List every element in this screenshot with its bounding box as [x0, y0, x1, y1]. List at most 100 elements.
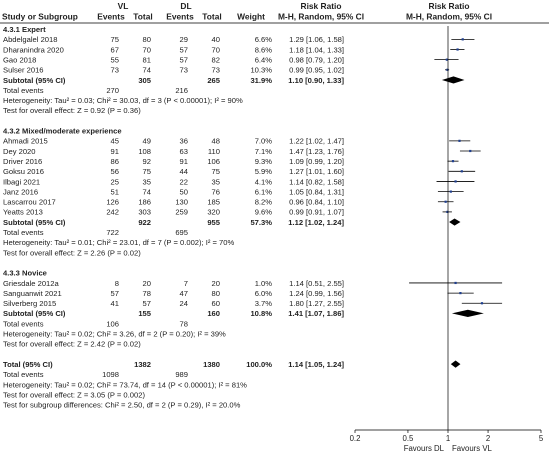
vl-events-total: 106 — [106, 319, 119, 328]
study-point-square — [446, 68, 449, 71]
dl-events: 130 — [175, 198, 188, 207]
vl-events: 51 — [111, 187, 119, 196]
dl-events: 44 — [180, 167, 188, 176]
study-weight: 3.7% — [255, 299, 273, 308]
study-point-square — [458, 139, 461, 142]
dl-total: 82 — [212, 55, 220, 64]
vl-total: 305 — [138, 76, 151, 85]
dl-events: 7 — [184, 279, 188, 288]
dl-events: 29 — [180, 35, 188, 44]
favours-dl-label: Favours DL — [404, 444, 445, 453]
vl-events: 41 — [111, 299, 119, 308]
dl-events: 22 — [180, 177, 188, 186]
dl-events: 91 — [180, 157, 188, 166]
total-events-label: Total events — [3, 86, 44, 95]
subtotal-label: Subtotal (95% CI) — [3, 218, 66, 227]
plot-area — [409, 26, 503, 430]
study-weight: 9.6% — [255, 208, 273, 217]
study-name: Griesdale 2012a — [3, 279, 60, 288]
study-point-square — [456, 48, 459, 51]
pooled-estimate-diamond — [449, 218, 461, 226]
dl-total: 70 — [212, 45, 220, 54]
x-axis-tick-label: 0.5 — [403, 434, 415, 443]
risk-ratio-ci: 1.14 [0.51, 2.55] — [289, 279, 344, 288]
dl-events-total: 216 — [175, 86, 188, 95]
vl-events: 242 — [106, 208, 119, 217]
dl-events: 259 — [175, 208, 188, 217]
dl-events-total: 78 — [180, 319, 188, 328]
dl-events: 24 — [180, 299, 188, 308]
risk-ratio-ci: 1.14 [0.82, 1.58] — [289, 177, 344, 186]
vl-events-total: 270 — [106, 86, 119, 95]
statistics-note: Test for overall effect: Z = 2.42 (P = 0… — [3, 340, 141, 349]
study-name: Ahmadi 2015 — [3, 137, 48, 146]
x-axis-tick-label: 1 — [446, 434, 450, 443]
vl-events: 56 — [111, 167, 119, 176]
subtotal-weight: 31.9% — [250, 76, 272, 85]
study-weight: 6.1% — [255, 187, 273, 196]
study-point-square — [461, 38, 464, 41]
vl-events: 55 — [111, 55, 119, 64]
study-weight: 6.0% — [255, 289, 273, 298]
study-name: Sanguanwit 2021 — [3, 289, 62, 298]
study-weight: 7.1% — [255, 147, 273, 156]
risk-ratio-ci: 0.98 [0.79, 1.20] — [289, 55, 344, 64]
risk-ratio-ci: 1.05 [0.84, 1.31] — [289, 187, 344, 196]
dl-events-total: 695 — [175, 228, 188, 237]
header-events-dl: Events — [166, 12, 194, 22]
study-point-square — [451, 160, 455, 163]
vl-total: 35 — [143, 177, 151, 186]
dl-total: 320 — [207, 208, 220, 217]
dl-total: 35 — [212, 177, 220, 186]
study-weight: 7.0% — [255, 137, 273, 146]
dl-total: 265 — [207, 76, 220, 85]
subtotal-weight: 57.3% — [250, 218, 272, 227]
study-weight: 6.6% — [255, 35, 273, 44]
study-weight: 5.9% — [255, 167, 273, 176]
header-weight: Weight — [237, 12, 265, 22]
vl-events: 75 — [111, 35, 119, 44]
dl-events-total: 989 — [175, 370, 188, 379]
vl-total: 80 — [143, 35, 151, 44]
subtotal-label: Total (95% CI) — [3, 360, 53, 369]
pooled-estimate-diamond — [450, 360, 461, 368]
study-point-square — [469, 149, 472, 153]
statistics-note: Test for overall effect: Z = 2.26 (P = 0… — [3, 248, 141, 257]
vl-total: 922 — [138, 218, 151, 227]
vl-total: 92 — [143, 157, 151, 166]
dl-total: 76 — [212, 187, 220, 196]
statistics-note: Heterogeneity: Tau² = 0.01; Chi² = 23.01… — [3, 238, 235, 247]
dl-events: 47 — [180, 289, 188, 298]
study-name: Dey 2020 — [3, 147, 36, 156]
vl-events: 45 — [111, 137, 119, 146]
study-point-square — [460, 170, 463, 173]
vl-events: 73 — [111, 66, 119, 75]
dl-total: 185 — [207, 198, 220, 207]
study-weight: 4.1% — [255, 177, 273, 186]
study-name: Yeatts 2013 — [3, 208, 43, 217]
study-weight: 8.2% — [255, 198, 273, 207]
x-axis: 0.2 0.5 1 2 5 Favours DL Favours VL — [350, 429, 544, 453]
vl-events: 57 — [111, 289, 119, 298]
dl-events: 57 — [180, 45, 188, 54]
statistics-note: Heterogeneity: Tau² = 0.02; Chi² = 73.74… — [3, 380, 247, 389]
vl-events: 86 — [111, 157, 119, 166]
risk-ratio-ci: 1.80 [1.27, 2.55] — [289, 299, 344, 308]
header-method-plot: M-H, Random, 95% CI — [406, 12, 492, 22]
study-point-square — [445, 58, 448, 61]
dl-events: 50 — [180, 187, 188, 196]
dl-total: 73 — [212, 66, 220, 75]
risk-ratio-ci: 1.09 [0.99, 1.20] — [289, 157, 344, 166]
subtotal-ci: 1.41 [1.07, 1.86] — [288, 309, 344, 318]
subtotal-ci: 1.10 [0.90, 1.33] — [288, 76, 344, 85]
vl-total: 78 — [143, 289, 151, 298]
study-name: Lascarrou 2017 — [3, 198, 56, 207]
header-method: M-H, Random, 95% CI — [278, 12, 364, 22]
x-axis-tick-label: 5 — [539, 434, 544, 443]
x-axis-tick-label: 2 — [486, 434, 490, 443]
header-rr-top-plot: Risk Ratio — [429, 1, 470, 11]
dl-total: 80 — [212, 289, 220, 298]
statistics-note: Test for overall effect: Z = 0.92 (P = 0… — [3, 106, 141, 115]
vl-total: 20 — [143, 279, 151, 288]
risk-ratio-ci: 1.27 [1.01, 1.60] — [289, 167, 344, 176]
